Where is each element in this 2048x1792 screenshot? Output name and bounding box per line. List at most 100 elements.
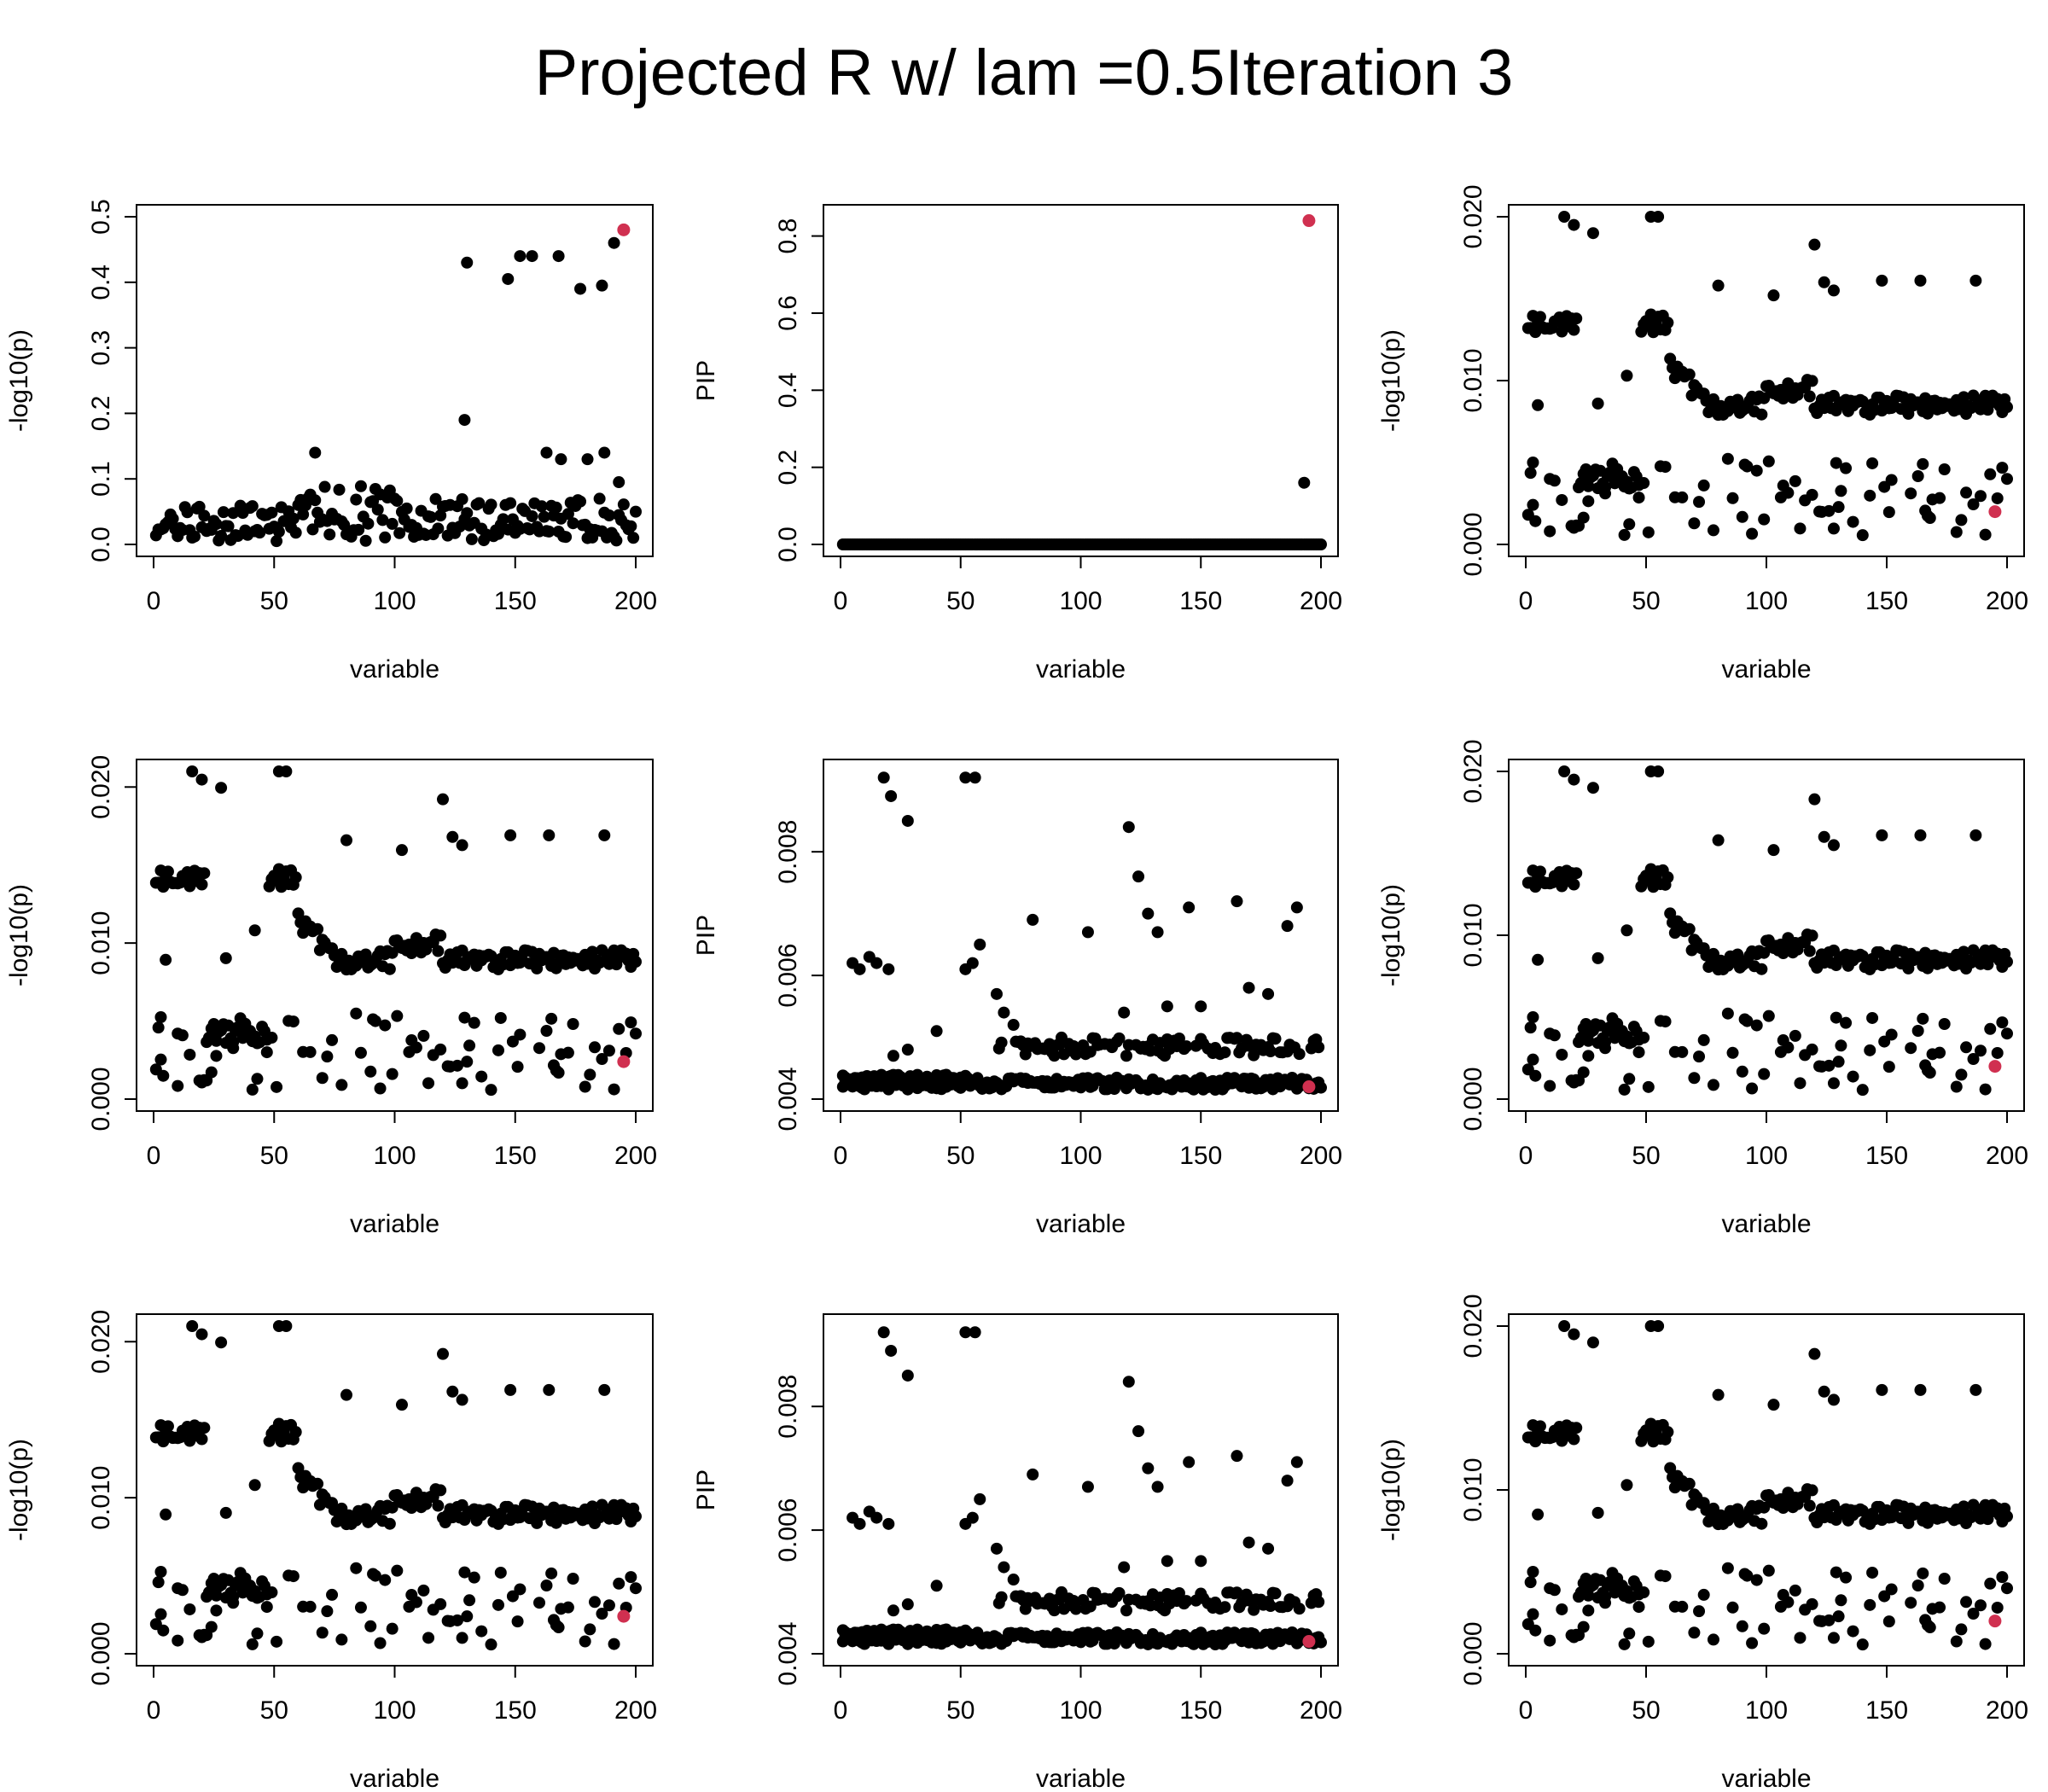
- data-point: [885, 1344, 898, 1357]
- data-point: [1577, 1620, 1590, 1633]
- data-point: [1242, 1536, 1255, 1549]
- x-tick-label: 200: [1986, 1142, 2028, 1170]
- data-point: [1827, 284, 1840, 297]
- x-tick-label: 150: [1179, 1142, 1222, 1170]
- data-point: [2001, 473, 2013, 486]
- data-point: [901, 1044, 914, 1056]
- y-tick-label: 0.0: [87, 527, 115, 562]
- x-tick-label: 150: [494, 1142, 537, 1170]
- data-point: [1118, 1561, 1131, 1574]
- data-point: [434, 1597, 447, 1610]
- data-point: [511, 1615, 524, 1628]
- data-point: [321, 1050, 334, 1063]
- data-point: [1806, 488, 1818, 501]
- data-point: [579, 1635, 591, 1648]
- x-tick-label: 100: [373, 1696, 416, 1725]
- data-point: [475, 1625, 488, 1638]
- data-point: [1991, 1046, 2004, 1059]
- data-point: [1688, 1072, 1701, 1085]
- data-point: [1290, 1456, 1303, 1469]
- data-point: [1905, 1042, 1917, 1055]
- x-axis-label: variable: [350, 1765, 439, 1792]
- data-point: [1905, 1597, 1917, 1609]
- data-point: [386, 517, 399, 530]
- data-point: [1533, 865, 1546, 878]
- y-tick-label: 0.000: [1459, 1621, 1487, 1685]
- data-point: [1688, 517, 1701, 530]
- data-point: [1794, 1077, 1807, 1090]
- data-point: [152, 1576, 165, 1589]
- x-tick-label: 100: [1745, 587, 1788, 615]
- data-point: [1835, 1039, 1847, 1052]
- data-point: [183, 1603, 196, 1615]
- data-point: [1664, 352, 1677, 365]
- data-point: [1586, 782, 1599, 794]
- data-point: [959, 771, 972, 784]
- data-point: [1281, 1475, 1294, 1487]
- data-point: [161, 1420, 174, 1433]
- data-point: [1532, 1508, 1545, 1521]
- data-point: [1794, 522, 1807, 535]
- data-point: [1315, 538, 1327, 550]
- data-point: [995, 1591, 1008, 1603]
- data-point: [1623, 1073, 1636, 1085]
- data-point: [966, 1511, 979, 1524]
- x-tick-label: 50: [260, 1696, 288, 1725]
- data-point: [596, 279, 608, 292]
- data-point: [1618, 1083, 1631, 1096]
- y-tick-label: 0.020: [87, 755, 115, 819]
- data-point: [1960, 1041, 1973, 1054]
- y-tick-label: 0.006: [774, 1498, 802, 1562]
- data-point: [1219, 1046, 1231, 1059]
- y-tick-label: 0.000: [87, 1067, 115, 1131]
- data-point: [1917, 457, 1929, 470]
- y-tick-label: 0.2: [87, 396, 115, 432]
- data-point: [152, 1021, 165, 1034]
- x-axis-label: variable: [1721, 1765, 1811, 1792]
- y-axis: 0.004 0.006 0.008: [774, 820, 824, 1132]
- x-axis-label: variable: [1036, 1765, 1126, 1792]
- data-point: [2001, 1027, 2013, 1040]
- data-point: [584, 1068, 596, 1081]
- data-point: [432, 945, 445, 957]
- data-point: [374, 1637, 387, 1649]
- y-axis: 0.000 0.010 0.020: [87, 755, 137, 1132]
- data-point: [1683, 1477, 1696, 1490]
- data-point: [410, 1041, 422, 1054]
- data-point: [271, 1635, 283, 1648]
- data-point: [1736, 1065, 1748, 1078]
- data-point: [1707, 1079, 1719, 1091]
- data-point: [1312, 1041, 1325, 1054]
- data-point: [1652, 1320, 1665, 1332]
- x-tick-label: 50: [1632, 587, 1660, 615]
- data-point: [1570, 312, 1583, 325]
- x-tick-label: 150: [1179, 1696, 1222, 1725]
- y-axis: 0.004 0.006 0.008: [774, 1375, 824, 1686]
- data-point: [265, 1032, 278, 1044]
- y-tick-label: 0.2: [774, 450, 802, 486]
- x-axis-label: variable: [1721, 1210, 1811, 1238]
- data-point: [186, 1320, 199, 1332]
- data-point: [1161, 1000, 1173, 1013]
- data-point: [545, 1012, 558, 1025]
- data-point: [354, 480, 367, 492]
- data-point: [1938, 1573, 1951, 1585]
- data-point: [1527, 1608, 1539, 1620]
- data-point: [205, 1066, 218, 1079]
- data-point: [309, 446, 322, 459]
- data-point: [1726, 492, 1739, 504]
- data-point: [1979, 1638, 1992, 1650]
- scatter-panel-row2-col1: 0 50 100 150 200 variable 0.000 0.010 0.020 -log1…: [5, 755, 657, 1238]
- data-point: [393, 527, 406, 539]
- data-point: [1591, 1506, 1604, 1519]
- data-point: [1762, 1564, 1775, 1577]
- data-point: [602, 1599, 615, 1612]
- data-point: [1529, 1069, 1542, 1082]
- data-point: [1248, 1603, 1260, 1616]
- plot-frame: [823, 1313, 1339, 1667]
- y-tick-label: 0.0: [774, 527, 802, 562]
- data-point: [1746, 527, 1759, 540]
- data-point: [1533, 311, 1546, 323]
- data-point: [625, 1571, 637, 1584]
- x-tick-label: 50: [1632, 1142, 1660, 1170]
